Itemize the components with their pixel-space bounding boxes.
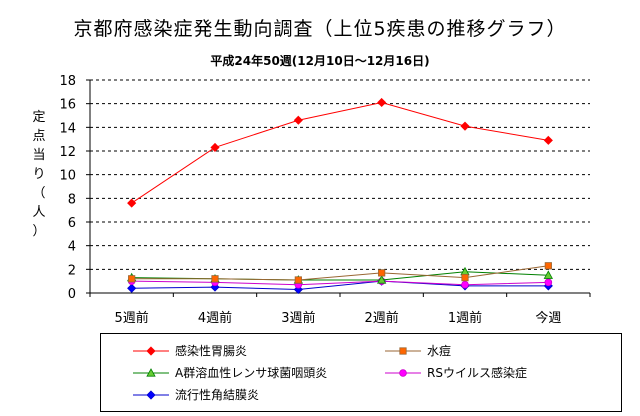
data-point	[460, 266, 470, 276]
data-point	[210, 142, 220, 153]
series-A群溶血性レンサ球菌咽頭炎	[126, 266, 554, 284]
legend-marker	[399, 347, 407, 355]
legend-label: A群溶血性レンサ球菌咽頭炎	[175, 366, 328, 380]
x-tick-label: 5週前	[115, 310, 149, 326]
legend-marker	[146, 346, 156, 356]
data-point	[377, 97, 387, 108]
series-line	[131, 101, 549, 204]
y-axis-ticks: 0 2 4 6 8 10 12 14 16 18	[59, 74, 90, 302]
data-point	[127, 198, 137, 208]
data-point	[128, 275, 136, 283]
legend-swatch	[133, 346, 169, 356]
data-point	[461, 280, 469, 289]
legend-label: 流行性角結膜炎	[175, 388, 260, 402]
series-RSウイルス感染症	[127, 277, 553, 289]
data-point	[378, 269, 386, 277]
data-point	[543, 270, 554, 279]
legend-marker	[399, 369, 407, 377]
x-tick-label: 今週	[535, 310, 561, 326]
data-point	[543, 135, 553, 145]
gridlines	[90, 79, 590, 270]
data-point	[294, 276, 302, 284]
x-tick-label: 4週前	[198, 310, 232, 326]
y-tick-label: 10	[59, 169, 76, 184]
y-tick-label: 8	[68, 192, 76, 207]
legend-swatch	[133, 368, 169, 377]
data-point	[376, 275, 387, 284]
series-感染性胃腸炎	[127, 97, 553, 208]
y-axis-label: 定点当り（人）	[32, 110, 46, 239]
x-axis-ticks: 5週前 4週前 3週前 2週前 1週前 今週	[115, 310, 562, 326]
y-tick-label: 18	[59, 74, 76, 89]
x-tick-label: 3週前	[281, 310, 315, 326]
data-point	[127, 283, 137, 293]
legend-swatch	[385, 369, 421, 377]
axes	[89, 80, 591, 297]
data-point	[544, 278, 553, 287]
x-tick-label: 1週前	[448, 310, 482, 326]
legend-marker	[146, 368, 156, 377]
x-tick-label: 2週前	[365, 310, 399, 326]
series-line	[131, 265, 549, 281]
data-point	[293, 115, 303, 125]
chart-subtitle: 平成24年50週(12月10日～12月16日)	[210, 54, 430, 68]
y-tick-label: 0	[68, 287, 76, 302]
series-line	[131, 280, 549, 286]
y-tick-label: 14	[59, 121, 76, 136]
y-tick-label: 4	[68, 240, 76, 255]
chart-legend: 感染性胃腸炎 水痘 A群溶血性レンサ球菌咽頭炎 RSウイルス感染症流行性角結膜炎	[100, 333, 622, 412]
series-水痘	[128, 262, 552, 284]
series-group	[126, 97, 554, 295]
y-tick-label: 16	[59, 98, 76, 113]
y-tick-label: 6	[68, 216, 76, 231]
series-line	[131, 280, 549, 290]
legend-swatch	[133, 390, 169, 400]
data-point	[211, 275, 219, 283]
y-tick-label: 12	[59, 145, 76, 160]
data-point	[461, 274, 469, 282]
y-tick-label: 2	[68, 263, 76, 278]
legend-label: RSウイルス感染症	[427, 366, 527, 380]
data-point	[460, 121, 470, 131]
legend-swatch	[385, 347, 421, 355]
line-chart: 0 2 4 6 8 10 12 14 16 18 5週前 4週前 3週前 2週前 1週前 今週	[59, 74, 591, 326]
chart-title: 京都府感染症発生動向調査（上位5疾患の推移グラフ）	[73, 18, 567, 40]
legend-label: 感染性胃腸炎	[175, 344, 248, 358]
legend-label: 水痘	[427, 344, 452, 358]
data-point	[544, 262, 552, 270]
legend-marker	[146, 390, 156, 400]
